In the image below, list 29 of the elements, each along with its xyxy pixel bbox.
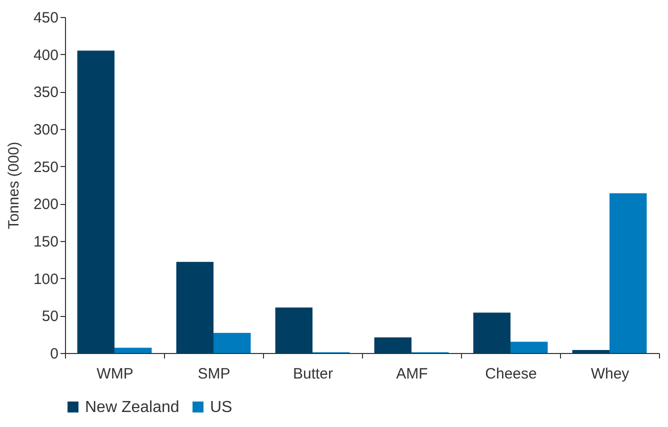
bar bbox=[176, 262, 214, 353]
bar bbox=[374, 337, 412, 353]
y-tick-label: 100 bbox=[33, 270, 58, 288]
x-tick-label: AMF bbox=[396, 366, 428, 382]
y-tick-label: 50 bbox=[42, 308, 58, 326]
y-tick-label: 400 bbox=[33, 46, 58, 64]
x-tick-label: WMP bbox=[96, 366, 134, 382]
legend-label: US bbox=[210, 399, 232, 416]
bar bbox=[214, 332, 251, 353]
y-tick-label: 0 bbox=[50, 346, 58, 362]
bar bbox=[114, 348, 152, 353]
legend-label: New Zealand bbox=[85, 399, 180, 416]
x-tick-label: Cheese bbox=[485, 366, 537, 382]
y-axis-title: Tonnes (000) bbox=[5, 142, 22, 230]
y-tick-label: 250 bbox=[33, 158, 58, 176]
bar bbox=[610, 193, 647, 353]
bar bbox=[510, 342, 548, 353]
y-tick-label: 300 bbox=[33, 122, 58, 138]
bar bbox=[77, 50, 114, 353]
y-tick-label: 450 bbox=[33, 10, 58, 26]
x-tick-label: Whey bbox=[590, 366, 630, 382]
x-tick-label: Butter bbox=[292, 366, 334, 382]
y-tick-label: 350 bbox=[33, 84, 58, 102]
bar bbox=[275, 307, 312, 353]
y-tick-label: 200 bbox=[33, 196, 58, 214]
x-tick-label: SMP bbox=[198, 366, 230, 382]
bar bbox=[572, 350, 610, 353]
y-tick-label: 150 bbox=[33, 234, 58, 250]
bar bbox=[473, 312, 510, 353]
